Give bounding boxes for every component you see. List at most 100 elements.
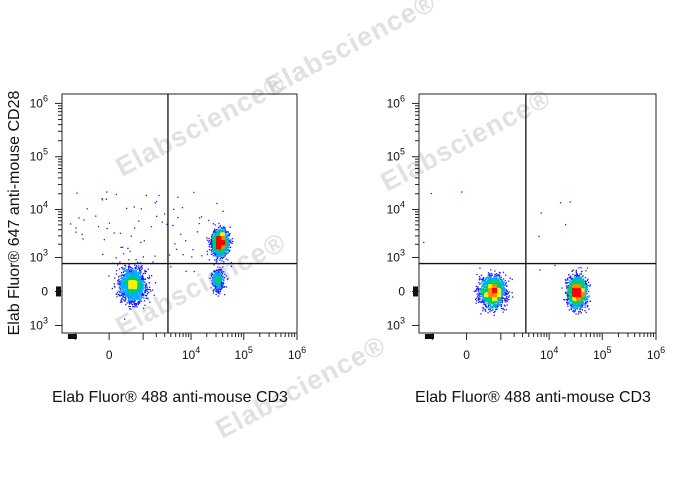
- event-dot: [479, 283, 481, 285]
- event-dot: [134, 300, 137, 302]
- event-dot: [575, 313, 577, 315]
- y-zero-marker: [56, 286, 61, 297]
- event-dot: [570, 278, 572, 280]
- event-dot: [489, 304, 491, 307]
- event-dot: [219, 279, 221, 281]
- event-dot: [125, 270, 127, 272]
- event-dot: [483, 300, 486, 302]
- event-dot: [576, 273, 578, 275]
- event-dot: [127, 274, 129, 277]
- event-dot: [140, 289, 142, 291]
- event-dot: [214, 224, 216, 226]
- event-dot: [212, 290, 215, 292]
- event-dot: [214, 276, 216, 279]
- event-dot: [138, 296, 140, 299]
- event-dot: [154, 282, 157, 284]
- event-dot: [121, 274, 123, 276]
- event-dot: [170, 266, 172, 268]
- event-dot: [225, 238, 227, 240]
- event-dot: [117, 276, 120, 278]
- event-dot: [228, 240, 230, 242]
- event-dot: [216, 257, 218, 260]
- event-dot: [129, 277, 131, 279]
- event-dot: [122, 290, 124, 293]
- event-dot: [146, 286, 148, 288]
- event-dot: [146, 284, 148, 286]
- event-dot: [504, 305, 506, 307]
- event-dot: [214, 275, 216, 277]
- event-dot: [200, 216, 203, 218]
- event-dot: [132, 280, 134, 282]
- event-dot: [129, 308, 131, 310]
- event-dot: [567, 305, 569, 307]
- event-dot: [132, 299, 134, 301]
- event-dot: [141, 296, 143, 298]
- event-dot: [222, 234, 224, 236]
- event-dot: [133, 292, 136, 295]
- event-dot: [125, 265, 127, 267]
- event-dot: [219, 277, 222, 280]
- event-dot: [223, 245, 226, 248]
- event-dot: [128, 277, 130, 279]
- event-dot: [144, 285, 147, 287]
- event-dot: [210, 243, 212, 245]
- event-dot: [485, 305, 487, 308]
- event-dot: [121, 274, 124, 276]
- event-dot: [121, 297, 123, 300]
- event-dot: [129, 285, 132, 287]
- event-dot: [117, 293, 119, 295]
- event-dot: [139, 272, 141, 274]
- event-dot: [135, 296, 137, 299]
- event-dot: [137, 275, 139, 277]
- event-dot: [135, 288, 137, 290]
- event-dot: [586, 279, 589, 281]
- event-dot: [113, 285, 116, 287]
- event-dot: [81, 233, 83, 236]
- event-dot: [208, 237, 210, 240]
- event-dot: [137, 298, 139, 300]
- event-dot: [219, 280, 221, 282]
- event-dot: [142, 256, 144, 258]
- event-dot: [211, 251, 213, 253]
- event-dot: [213, 251, 215, 254]
- event-dot: [216, 230, 218, 232]
- event-dot: [139, 295, 141, 297]
- event-dot: [226, 240, 228, 242]
- event-dot: [496, 308, 498, 310]
- event-dot: [130, 295, 132, 298]
- event-dot: [122, 268, 124, 270]
- event-dot: [573, 310, 575, 312]
- event-dot: [135, 273, 137, 275]
- event-dot: [224, 255, 226, 257]
- event-dot: [221, 228, 224, 230]
- event-dot: [121, 276, 123, 279]
- event-dot: [210, 274, 212, 276]
- event-dot: [223, 238, 225, 240]
- event-dot: [588, 290, 590, 293]
- event-dot: [216, 280, 218, 282]
- event-dot: [588, 281, 590, 284]
- event-dot: [495, 274, 497, 276]
- event-dot: [225, 243, 227, 245]
- event-dot: [482, 276, 485, 279]
- event-dot: [501, 300, 503, 302]
- event-dot: [480, 301, 482, 304]
- event-dot: [122, 289, 124, 291]
- event-dot: [214, 246, 216, 248]
- event-dot: [103, 239, 105, 241]
- event-dot: [210, 275, 213, 277]
- event-dot: [139, 280, 141, 282]
- event-dot: [221, 248, 224, 251]
- event-dot: [216, 245, 218, 247]
- event-dot: [115, 293, 118, 295]
- event-dot: [124, 269, 126, 272]
- event-dot: [128, 276, 130, 279]
- event-dot: [75, 231, 77, 233]
- event-dot: [496, 275, 498, 277]
- event-dot: [567, 298, 569, 300]
- event-dot: [226, 231, 228, 234]
- event-dot: [483, 307, 485, 310]
- event-dot: [137, 278, 139, 281]
- event-dot: [119, 232, 122, 234]
